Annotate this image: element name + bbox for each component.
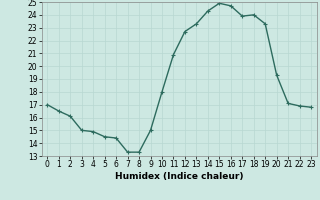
X-axis label: Humidex (Indice chaleur): Humidex (Indice chaleur) xyxy=(115,172,244,181)
